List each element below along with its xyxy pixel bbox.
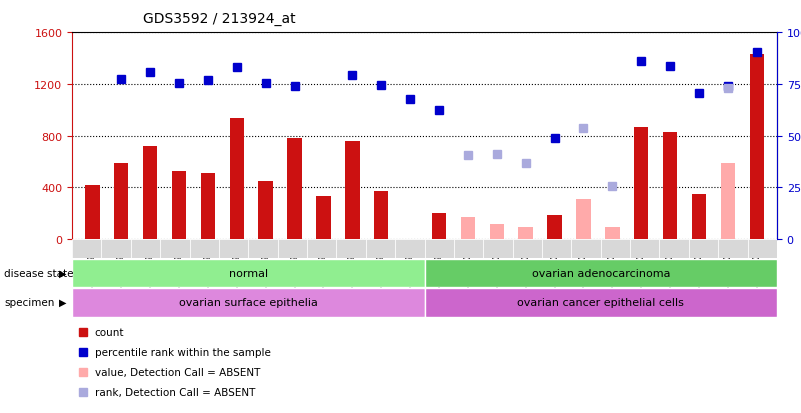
FancyBboxPatch shape xyxy=(395,240,425,258)
Bar xyxy=(750,55,764,240)
Bar xyxy=(461,218,475,240)
Bar xyxy=(85,185,99,240)
Text: ovarian adenocarcinoma: ovarian adenocarcinoma xyxy=(532,268,670,278)
Bar xyxy=(518,227,533,240)
Text: ▶: ▶ xyxy=(58,297,66,307)
Text: specimen: specimen xyxy=(4,297,54,307)
Bar xyxy=(692,195,706,240)
Text: disease state: disease state xyxy=(4,268,74,278)
Text: GDS3592 / 213924_at: GDS3592 / 213924_at xyxy=(143,12,296,26)
FancyBboxPatch shape xyxy=(278,240,307,258)
FancyBboxPatch shape xyxy=(747,240,777,258)
FancyBboxPatch shape xyxy=(425,289,777,317)
FancyBboxPatch shape xyxy=(689,240,718,258)
FancyBboxPatch shape xyxy=(425,259,777,287)
Bar xyxy=(259,181,273,240)
Bar xyxy=(114,164,128,240)
FancyBboxPatch shape xyxy=(72,259,425,287)
FancyBboxPatch shape xyxy=(307,240,336,258)
FancyBboxPatch shape xyxy=(366,240,395,258)
FancyBboxPatch shape xyxy=(454,240,483,258)
FancyBboxPatch shape xyxy=(219,240,248,258)
FancyBboxPatch shape xyxy=(160,240,190,258)
FancyBboxPatch shape xyxy=(483,240,513,258)
Bar xyxy=(316,197,331,240)
FancyBboxPatch shape xyxy=(248,240,278,258)
Text: count: count xyxy=(95,328,124,337)
FancyBboxPatch shape xyxy=(718,240,747,258)
Bar xyxy=(374,192,388,240)
Text: ovarian cancer epithelial cells: ovarian cancer epithelial cells xyxy=(517,298,684,308)
Bar xyxy=(605,227,619,240)
FancyBboxPatch shape xyxy=(542,240,571,258)
Text: normal: normal xyxy=(229,268,268,278)
Bar xyxy=(721,164,735,240)
FancyBboxPatch shape xyxy=(102,240,131,258)
FancyBboxPatch shape xyxy=(513,240,542,258)
Bar xyxy=(143,147,157,240)
Bar xyxy=(576,199,590,240)
Bar xyxy=(663,133,678,240)
Bar xyxy=(345,142,360,240)
FancyBboxPatch shape xyxy=(601,240,630,258)
Text: ▶: ▶ xyxy=(58,268,66,278)
Text: ovarian surface epithelia: ovarian surface epithelia xyxy=(179,298,318,308)
Text: percentile rank within the sample: percentile rank within the sample xyxy=(95,347,271,357)
Bar xyxy=(200,174,215,240)
Text: value, Detection Call = ABSENT: value, Detection Call = ABSENT xyxy=(95,367,260,377)
FancyBboxPatch shape xyxy=(571,240,601,258)
Bar xyxy=(489,224,504,240)
Bar xyxy=(288,139,302,240)
FancyBboxPatch shape xyxy=(190,240,219,258)
Bar xyxy=(634,127,649,240)
FancyBboxPatch shape xyxy=(659,240,689,258)
FancyBboxPatch shape xyxy=(131,240,160,258)
Bar xyxy=(547,215,562,240)
Bar xyxy=(171,171,186,240)
FancyBboxPatch shape xyxy=(425,240,454,258)
FancyBboxPatch shape xyxy=(72,240,102,258)
FancyBboxPatch shape xyxy=(630,240,659,258)
Text: rank, Detection Call = ABSENT: rank, Detection Call = ABSENT xyxy=(95,387,255,397)
FancyBboxPatch shape xyxy=(336,240,366,258)
Bar xyxy=(230,118,244,240)
Bar xyxy=(432,214,446,240)
FancyBboxPatch shape xyxy=(72,289,425,317)
